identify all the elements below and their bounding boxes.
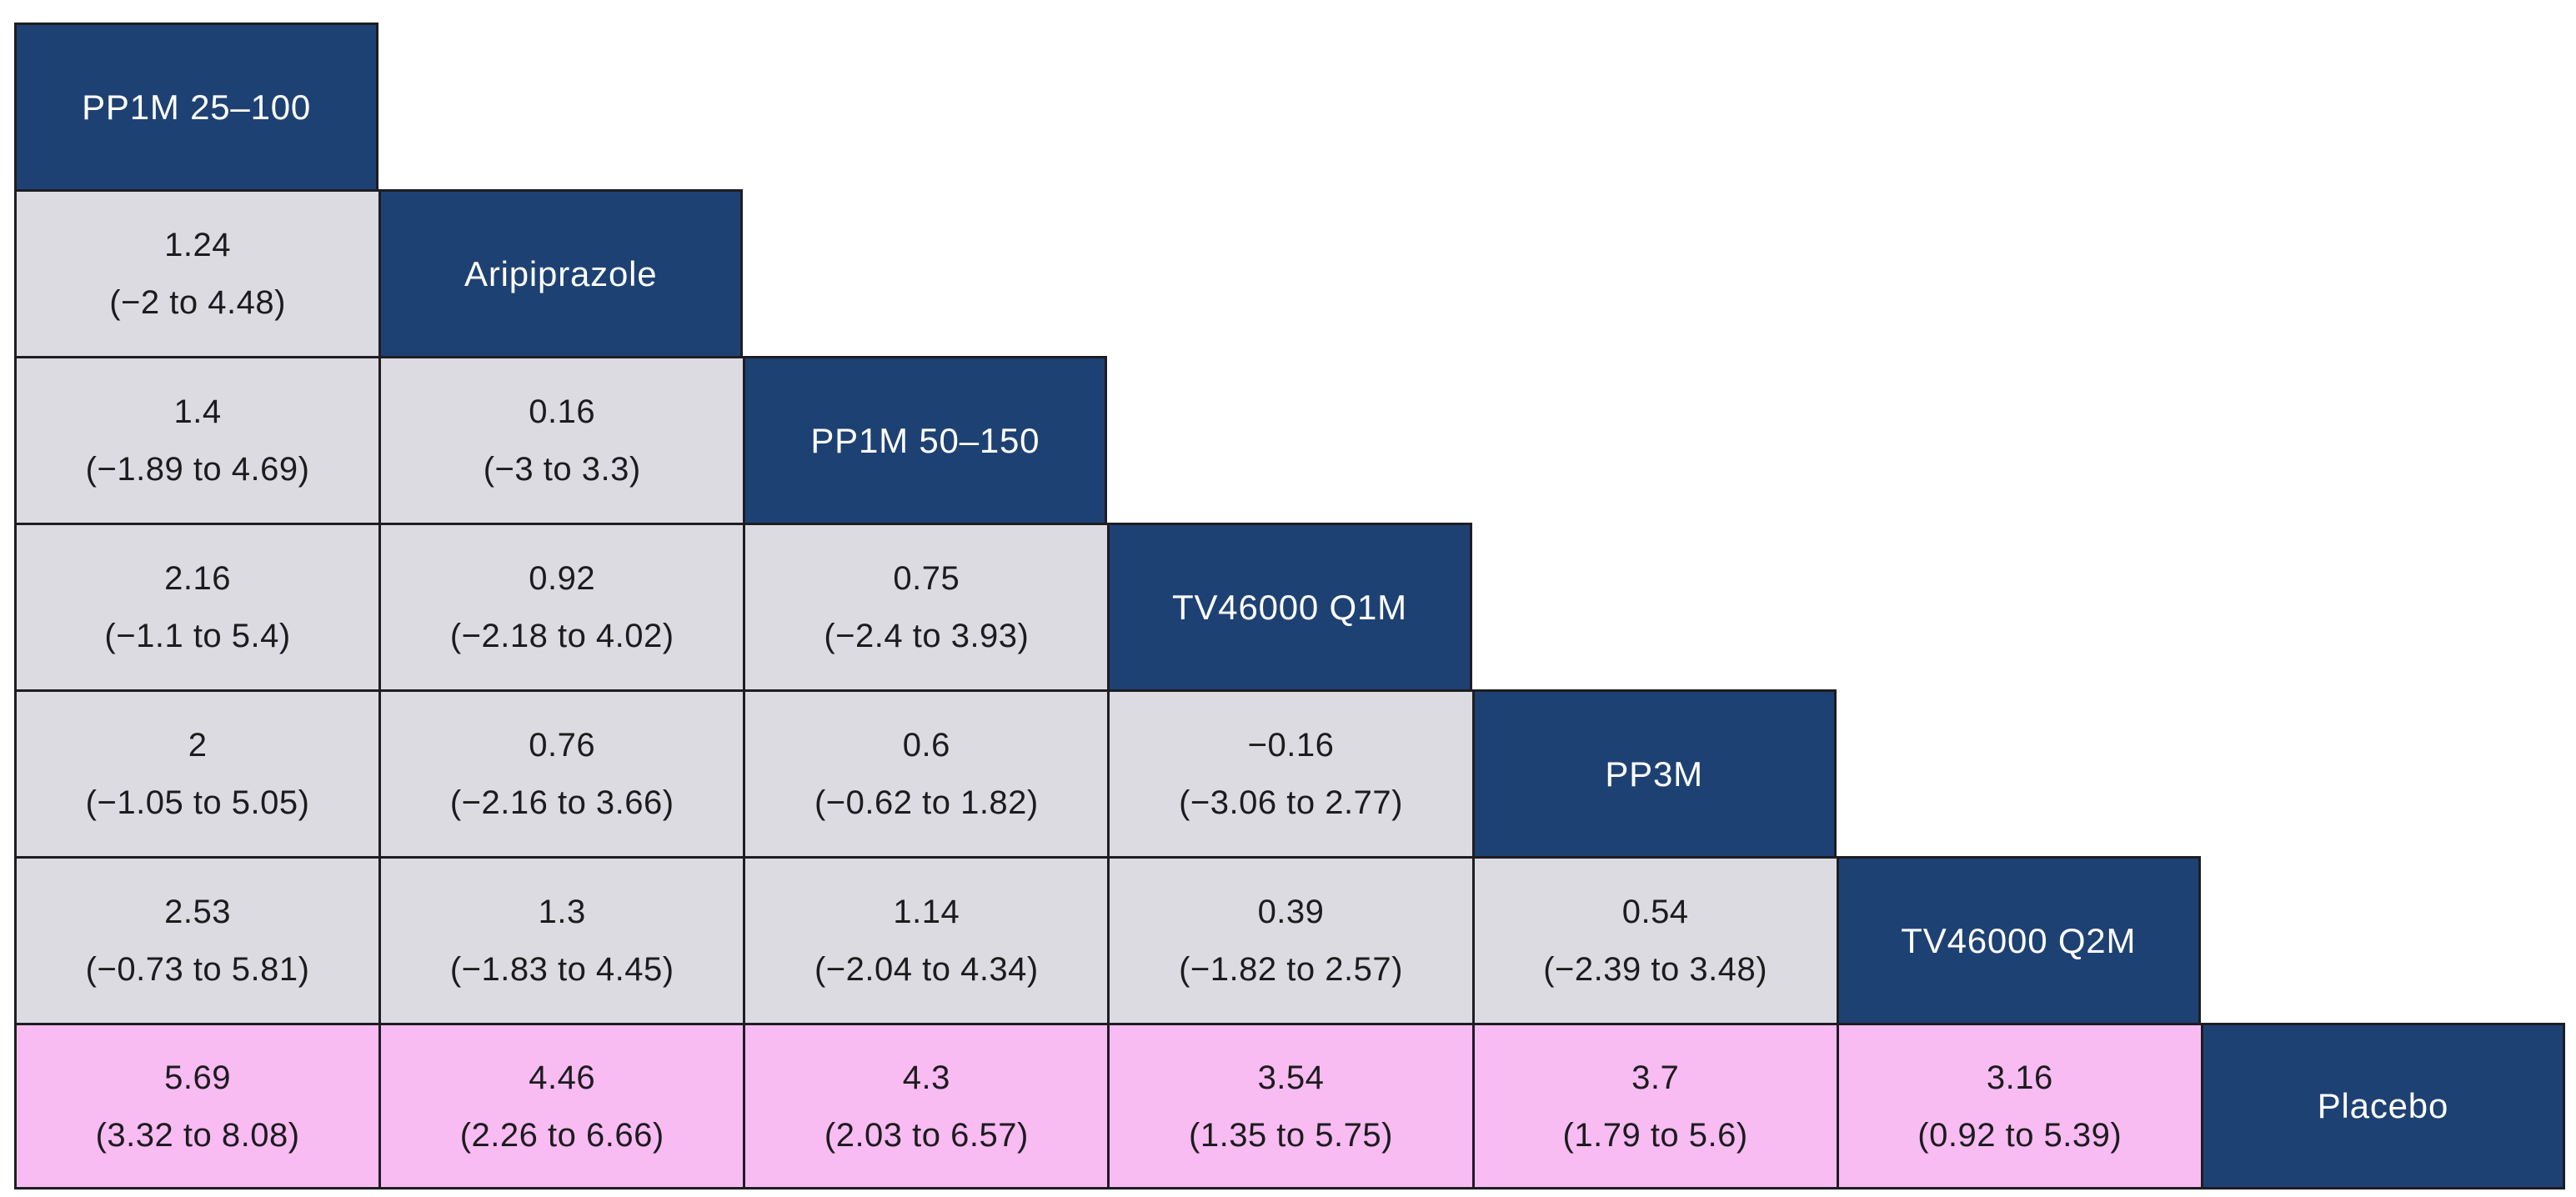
- comparison-cell: 0.54 (−2.39 to 3.48): [1471, 856, 1837, 1023]
- comparison-cell: 3.54 (1.35 to 5.75): [1107, 1023, 1472, 1189]
- confidence-interval-value: (−2.16 to 3.66): [449, 784, 674, 821]
- comparison-cell: 1.24 (−2 to 4.48): [14, 189, 379, 356]
- estimate-value: 0.54: [1621, 894, 1689, 930]
- estimate-value: 4.46: [529, 1059, 596, 1096]
- comparison-cell: 2 (−1.05 to 5.05): [14, 689, 379, 856]
- confidence-interval-value: (2.26 to 6.66): [459, 1116, 664, 1154]
- confidence-interval-value: (1.35 to 5.75): [1189, 1116, 1393, 1154]
- treatment-label: Placebo: [2317, 1086, 2449, 1125]
- estimate-value: 0.76: [529, 727, 596, 764]
- confidence-interval-value: (1.79 to 5.6): [1562, 1116, 1748, 1154]
- comparison-cell: −0.16 (−3.06 to 2.77): [1107, 689, 1472, 856]
- estimate-value: 2.53: [164, 894, 231, 930]
- treatment-label-cell: PP3M: [1471, 689, 1837, 856]
- confidence-interval-value: (−2.04 to 4.34): [814, 951, 1039, 988]
- estimate-value: 1.3: [538, 894, 586, 930]
- treatment-label-cell: Aripiprazole: [378, 189, 744, 356]
- estimate-value: −0.16: [1247, 727, 1335, 764]
- comparison-cell: 3.7 (1.79 to 5.6): [1471, 1023, 1837, 1189]
- confidence-interval-value: (−1.89 to 4.69): [85, 451, 310, 488]
- estimate-value: 2: [188, 727, 208, 764]
- estimate-value: 0.39: [1257, 894, 1325, 930]
- confidence-interval-value: (−1.05 to 5.05): [85, 784, 310, 821]
- estimate-value: 1.4: [173, 393, 222, 430]
- estimate-value: 3.7: [1631, 1059, 1680, 1096]
- confidence-interval-value: (−0.62 to 1.82): [814, 784, 1039, 821]
- confidence-interval-value: (−2.18 to 4.02): [449, 618, 674, 654]
- comparison-cell: 0.39 (−1.82 to 2.57): [1107, 856, 1472, 1023]
- comparison-cell: 1.3 (−1.83 to 4.45): [378, 856, 744, 1023]
- estimate-value: 3.16: [1986, 1059, 2053, 1096]
- confidence-interval-value: (2.03 to 6.57): [824, 1116, 1029, 1154]
- confidence-interval-value: (−2 to 4.48): [109, 284, 286, 321]
- estimate-value: 3.54: [1257, 1059, 1325, 1096]
- comparison-cell: 0.75 (−2.4 to 3.93): [743, 523, 1108, 689]
- confidence-interval-value: (−1.83 to 4.45): [449, 951, 674, 988]
- comparison-cell: 4.46 (2.26 to 6.66): [378, 1023, 744, 1189]
- confidence-interval-value: (−1.82 to 2.57): [1179, 951, 1403, 988]
- treatment-label: PP3M: [1605, 754, 1703, 794]
- comparison-cell: 1.4 (−1.89 to 4.69): [14, 356, 379, 523]
- confidence-interval-value: (−3 to 3.3): [483, 451, 641, 488]
- treatment-label: Aripiprazole: [464, 253, 658, 293]
- confidence-interval-value: (−3.06 to 2.77): [1179, 784, 1403, 821]
- confidence-interval-value: (−0.73 to 5.81): [85, 951, 310, 988]
- confidence-interval-value: (−2.4 to 3.93): [824, 618, 1030, 654]
- treatment-label: PP1M 50–150: [810, 420, 1040, 460]
- estimate-value: 1.14: [893, 894, 960, 930]
- confidence-interval-value: (3.32 to 8.08): [95, 1116, 300, 1154]
- comparison-cell: 1.14 (−2.04 to 4.34): [743, 856, 1108, 1023]
- confidence-interval-value: (0.92 to 5.39): [1917, 1116, 2122, 1154]
- treatment-label-cell: Placebo: [2200, 1023, 2565, 1189]
- treatment-label: TV46000 Q1M: [1172, 587, 1407, 627]
- treatment-label: PP1M 25–100: [82, 87, 312, 127]
- confidence-interval-value: (−2.39 to 3.48): [1543, 951, 1768, 988]
- confidence-interval-value: (−1.1 to 5.4): [104, 618, 291, 654]
- comparison-cell: 0.76 (−2.16 to 3.66): [378, 689, 744, 856]
- treatment-label-cell: PP1M 50–150: [743, 356, 1108, 523]
- estimate-value: 5.69: [164, 1059, 231, 1096]
- estimate-value: 1.24: [164, 227, 231, 263]
- comparison-cell: 0.6 (−0.62 to 1.82): [743, 689, 1108, 856]
- treatment-label: TV46000 Q2M: [1901, 920, 2137, 960]
- estimate-value: 4.3: [902, 1059, 950, 1096]
- estimate-value: 0.16: [529, 393, 596, 430]
- comparison-cell: 0.92 (−2.18 to 4.02): [378, 523, 744, 689]
- comparison-cell: 5.69 (3.32 to 8.08): [14, 1023, 379, 1189]
- estimate-value: 2.16: [164, 560, 231, 597]
- comparison-cell: 2.53 (−0.73 to 5.81): [14, 856, 379, 1023]
- comparison-cell: 2.16 (−1.1 to 5.4): [14, 523, 379, 689]
- estimate-value: 0.6: [902, 727, 950, 764]
- comparison-cell: 4.3 (2.03 to 6.57): [743, 1023, 1108, 1189]
- comparison-cell: 3.16 (0.92 to 5.39): [1836, 1023, 2201, 1189]
- treatment-label-cell: TV46000 Q2M: [1836, 856, 2201, 1023]
- treatment-label-cell: PP1M 25–100: [14, 23, 379, 189]
- treatment-label-cell: TV46000 Q1M: [1107, 523, 1472, 689]
- comparison-cell: 0.16 (−3 to 3.3): [378, 356, 744, 523]
- estimate-value: 0.92: [529, 560, 596, 597]
- estimate-value: 0.75: [893, 560, 960, 597]
- league-table: PP1M 25–100 1.24 (−2 to 4.48) Aripiprazole 1…: [14, 23, 2565, 1189]
